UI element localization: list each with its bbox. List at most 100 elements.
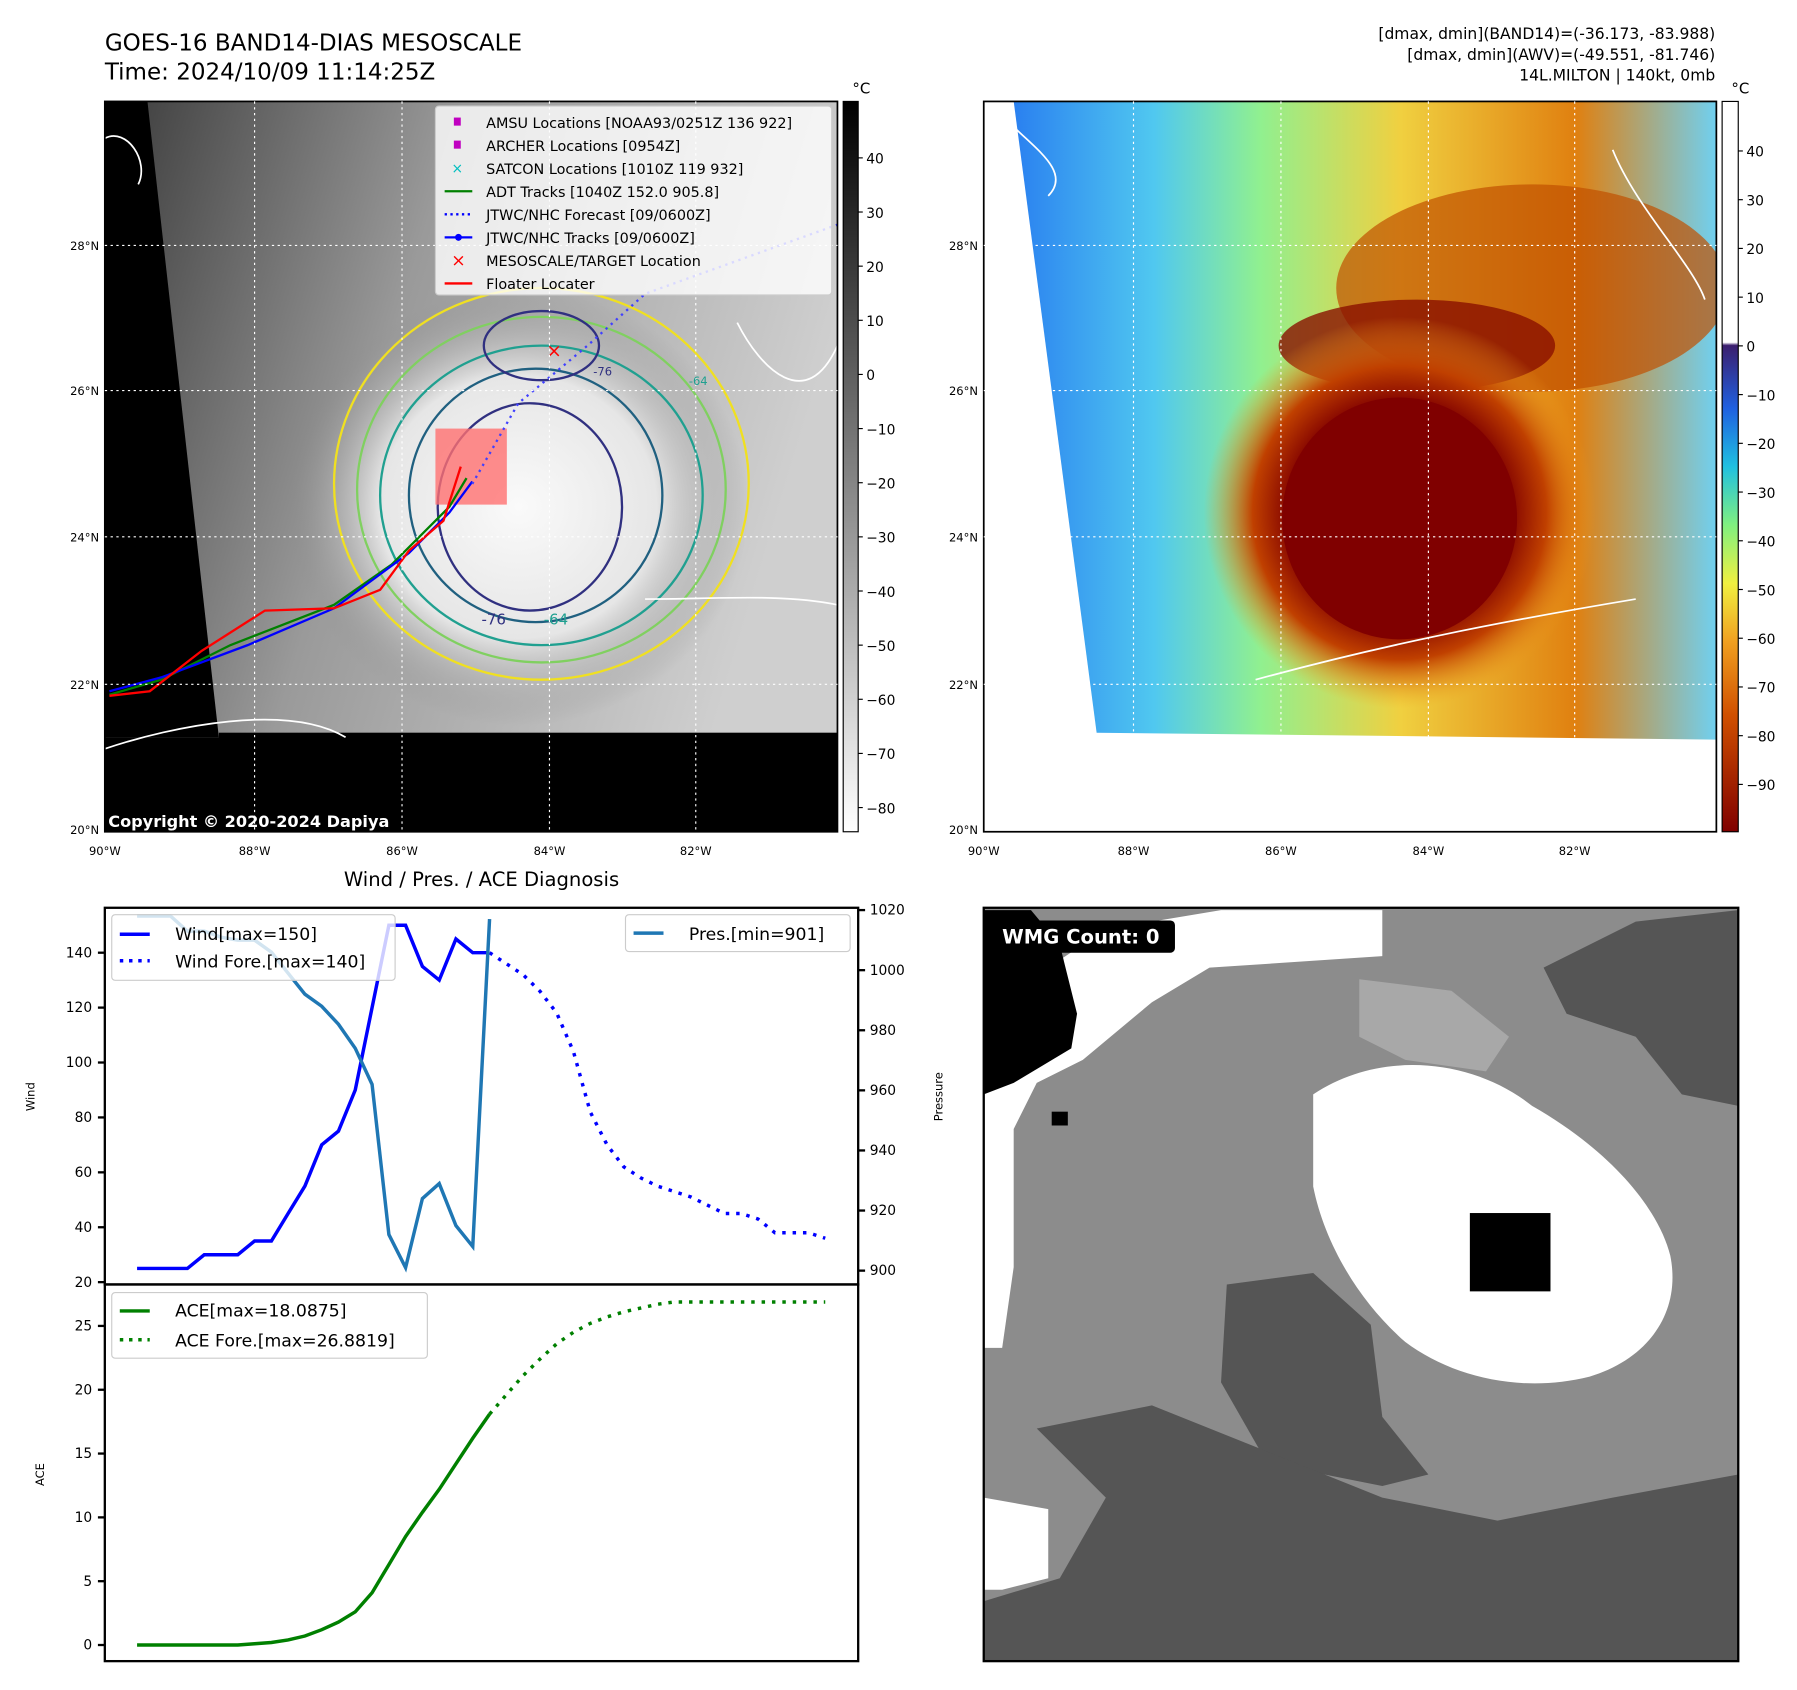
pressure-tick-label: 1000: [870, 963, 905, 979]
left-colorbar-tick-label: −30: [866, 531, 895, 547]
right-colorbar-unit: °C: [1731, 79, 1749, 97]
legend-wind-forecast: Wind Fore.[max=140]: [175, 953, 365, 973]
legend-ace: ACE[max=18.0875]: [175, 1302, 346, 1322]
left-colorbar-tick-label: −20: [866, 476, 895, 492]
archer-marker-icon: [453, 140, 461, 149]
info-awv: [dmax, dmin](AWV)=(-49.551, -81.746): [1407, 46, 1715, 64]
right-colorbar-tick-label: −70: [1746, 681, 1775, 697]
ace-series: [137, 1413, 491, 1647]
figure-time: Time: 2024/10/09 11:14:25Z: [104, 60, 436, 86]
pressure-tick-label: 940: [870, 1143, 896, 1159]
wind-tick-label: 140: [66, 945, 92, 961]
wind-tick-label: 40: [75, 1220, 93, 1236]
left-colorbar-tick-label: −70: [866, 747, 895, 763]
wind-tick-label: 120: [66, 1000, 92, 1016]
target-location-marker: ×: [546, 341, 561, 362]
ace-tick-label: 5: [83, 1574, 92, 1590]
right-colorbar-tick-label: −30: [1746, 486, 1775, 502]
legend-target: MESOSCALE/TARGET Location: [486, 254, 701, 270]
latitude-tick-label: 22°N: [70, 678, 99, 692]
longitude-tick-label: 86°W: [386, 844, 418, 858]
target-marker-icon: ×: [451, 251, 465, 271]
contour-labels: -76 -64 -76 -64: [482, 365, 708, 629]
ace-axis-label: ACE: [33, 1463, 47, 1486]
wind-tick-label: 20: [75, 1275, 93, 1291]
ace-forecast-series: [488, 1300, 826, 1416]
right-colorbar-tick-label: 10: [1746, 291, 1764, 307]
wind-axis-label: Wind: [24, 1082, 38, 1111]
left-colorbar-tick-label: 0: [866, 368, 875, 384]
latitude-tick-label: 28°N: [70, 239, 99, 253]
left-colorbar-tick-label: −40: [866, 585, 895, 601]
longitude-tick-label: 82°W: [680, 844, 712, 858]
wmg-classification-map: [983, 907, 1739, 1662]
left-colorbar-tick-label: −50: [866, 639, 895, 655]
longitude-tick-label: 86°W: [1265, 844, 1297, 858]
right-colorbar: [1721, 100, 1739, 833]
wind-tick-label: 60: [75, 1165, 93, 1181]
svg-text:-76: -76: [593, 365, 612, 379]
legend-archer: ARCHER Locations [0954Z]: [486, 139, 680, 155]
latitude-tick-label: 20°N: [70, 823, 99, 837]
wmg-count-badge: WMG Count: 0: [995, 920, 1175, 953]
left-colorbar: [842, 100, 859, 833]
pressure-tick-label: 900: [870, 1263, 896, 1279]
ace-axes: [103, 1283, 860, 1663]
legend-pressure: Pres.[min=901]: [689, 925, 824, 945]
map-legend: × × AMSU Locations [NOAA93/0251Z 136 922…: [434, 105, 833, 296]
wind-tick-label: 80: [75, 1110, 93, 1126]
ace-tick-label: 0: [83, 1638, 92, 1654]
chart-title: Wind / Pres. / ACE Diagnosis: [344, 868, 619, 891]
svg-text:-64: -64: [689, 374, 708, 388]
legend-satcon: SATCON Locations [1010Z 119 932]: [486, 162, 743, 178]
right-colorbar-tick-label: −90: [1746, 778, 1775, 794]
floater-box: [435, 428, 507, 505]
left-colorbar-tick-label: 30: [866, 206, 884, 222]
left-colorbar-tick-label: −10: [866, 422, 895, 438]
latitude-tick-label: 28°N: [949, 239, 978, 253]
legend-adt: ADT Tracks [1040Z 152.0 905.8]: [486, 185, 719, 201]
right-colorbar-tick-label: 0: [1746, 340, 1755, 356]
ace-tick-label: 20: [75, 1382, 93, 1398]
legend-forecast: JTWC/NHC Forecast [09/0600Z]: [485, 208, 710, 224]
figure-title: GOES-16 BAND14-DIAS MESOSCALE: [105, 31, 522, 57]
svg-text:WMG Count: 0: WMG Count: 0: [1002, 925, 1159, 948]
longitude-tick-label: 88°W: [239, 844, 271, 858]
right-colorbar-tick-label: −40: [1746, 535, 1775, 551]
right-map-gridlines: [983, 101, 1717, 832]
wind-legend: Wind[max=150] Wind Fore.[max=140]: [111, 914, 396, 981]
longitude-tick-label: 84°W: [1413, 844, 1445, 858]
pressure-axis-label: Pressure: [931, 1072, 945, 1121]
latitude-tick-label: 26°N: [70, 384, 99, 398]
left-colorbar-tick-label: −60: [866, 693, 895, 709]
left-colorbar-tick-label: 20: [866, 260, 884, 276]
latitude-tick-label: 26°N: [949, 384, 978, 398]
legend-tracks: JTWC/NHC Tracks [09/0600Z]: [485, 231, 695, 247]
info-band14: [dmax, dmin](BAND14)=(-36.173, -83.988): [1378, 25, 1715, 43]
legend-amsu: AMSU Locations [NOAA93/0251Z 136 922]: [486, 116, 792, 132]
svg-text:-76: -76: [482, 610, 506, 628]
pressure-tick-label: 920: [870, 1203, 896, 1219]
pressure-legend: Pres.[min=901]: [624, 914, 851, 953]
wind-series: [137, 923, 490, 1271]
right-colorbar-tick-label: 30: [1746, 193, 1764, 209]
right-colorbar-tick-label: −20: [1746, 437, 1775, 453]
right-colorbar-tick-label: −60: [1746, 632, 1775, 648]
pressure-tick-label: 980: [870, 1023, 896, 1039]
pressure-tick-label: 1020: [870, 903, 905, 919]
right-colorbar-tick-label: 20: [1746, 242, 1764, 258]
wind-tick-label: 100: [66, 1055, 92, 1071]
satcon-marker-icon: ×: [452, 161, 464, 177]
right-colorbar-tick-label: −50: [1746, 583, 1775, 599]
left-colorbar-tick-label: 40: [866, 152, 884, 168]
pressure-tick-label: 960: [870, 1083, 896, 1099]
ace-tick-label: 15: [75, 1446, 93, 1462]
longitude-tick-label: 90°W: [968, 844, 1000, 858]
right-colorbar-tick-label: 40: [1746, 145, 1764, 161]
ace-legend: ACE[max=18.0875] ACE Fore.[max=26.8819]: [111, 1291, 428, 1359]
amsu-marker-icon: [453, 117, 461, 126]
right-colorbar-tick-label: −80: [1746, 729, 1775, 745]
longitude-tick-label: 90°W: [89, 844, 121, 858]
latitude-tick-label: 22°N: [949, 678, 978, 692]
